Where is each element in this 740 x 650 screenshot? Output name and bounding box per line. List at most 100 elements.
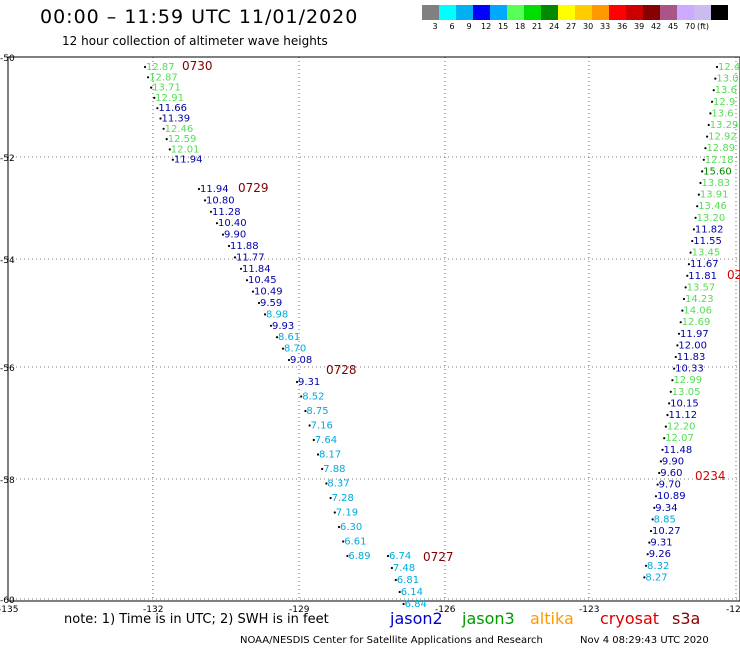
legend-label: 30 <box>583 22 594 31</box>
wave-height-value: 7.28 <box>332 493 354 504</box>
wave-height-value: 11.55 <box>693 236 722 247</box>
track-point <box>275 336 279 339</box>
track-point <box>245 279 249 282</box>
track-point <box>656 483 659 486</box>
track-point <box>269 324 273 327</box>
longitude-label: -135 <box>0 605 18 615</box>
wave-height-value: 13.91 <box>700 190 729 201</box>
track-point <box>676 344 679 347</box>
legend-swatch <box>711 5 728 20</box>
wave-height-value: 11.12 <box>669 410 698 421</box>
track-point <box>686 274 689 277</box>
footer-note: note: 1) Time is in UTC; 2) SWH is in fe… <box>64 612 329 627</box>
wave-height-value: 7.64 <box>315 435 337 446</box>
track-point <box>644 564 648 567</box>
wave-height-value: 11.28 <box>212 207 241 218</box>
track-point <box>709 112 712 115</box>
legend-swatch <box>541 5 558 20</box>
track-point <box>295 380 299 384</box>
wave-height-value: 13.57 <box>687 282 716 293</box>
track-point <box>251 290 255 293</box>
wave-height-value: 10.27 <box>652 526 681 537</box>
wave-height-value: 13.20 <box>697 213 726 224</box>
track-point <box>171 158 174 161</box>
longitude-label: -126 <box>435 605 456 615</box>
longitude-label: -12 <box>726 605 740 615</box>
wave-height-value: 12.69 <box>682 317 711 328</box>
wave-height-value: 13.29 <box>710 120 739 131</box>
wave-height-value: 13.6 <box>715 85 737 96</box>
legend-label: (ft) <box>697 22 710 31</box>
wave-height-value: 11.81 <box>688 271 717 282</box>
legend-swatch <box>677 5 694 20</box>
wave-height-value: 11.83 <box>677 352 706 363</box>
wave-height-value: 12.59 <box>168 134 197 145</box>
wave-height-value: 14.23 <box>685 294 714 305</box>
wave-height-value: 6.89 <box>348 551 370 562</box>
legend-swatch <box>439 5 456 20</box>
track-point <box>165 138 168 141</box>
wave-height-value: 10.40 <box>218 218 247 229</box>
legend-swatch <box>694 5 711 20</box>
wave-height-value: 12.87 <box>149 72 178 83</box>
track-point <box>308 424 311 427</box>
wave-height-value: 13.05 <box>672 387 701 398</box>
wave-height-value: 13.45 <box>692 248 721 259</box>
satellite-jason3: jason3 <box>462 609 515 628</box>
wave-height-value: 9.34 <box>655 503 677 514</box>
track-point <box>342 540 345 543</box>
legend-label: 45 <box>668 22 679 31</box>
track-point <box>304 409 307 413</box>
legend-label: 21 <box>532 22 543 31</box>
wave-height-value: 6.14 <box>401 587 423 598</box>
track-point <box>679 321 682 324</box>
wave-height-value: 12.9 <box>713 97 735 108</box>
track-point <box>696 205 699 208</box>
wave-height-value: 9.70 <box>659 480 681 491</box>
latitude-label: -60 <box>0 596 15 606</box>
longitude-labels: -135 -132 -129 -126 -123 -12 <box>0 605 740 615</box>
wave-height-value: 13.0 <box>716 74 738 85</box>
track-point <box>394 578 397 582</box>
satellite-s3a: s3a <box>672 609 701 628</box>
wave-height-value: 11.39 <box>162 114 191 125</box>
wave-height-value: 10.80 <box>206 195 235 206</box>
satellite-altika: altika <box>530 609 574 628</box>
wave-height-value: 11.66 <box>158 103 187 114</box>
track-point <box>689 251 692 254</box>
legend-label: 6 <box>449 22 455 31</box>
track-point <box>663 437 666 440</box>
track-point <box>300 395 303 398</box>
legend-label: 33 <box>600 22 611 31</box>
wave-height-value: 11.94 <box>174 155 203 166</box>
wave-height-value: 9.08 <box>290 355 312 366</box>
wave-height-value: 8.27 <box>645 572 667 583</box>
wave-height-value: 11.94 <box>200 184 229 195</box>
wave-height-value: 12.07 <box>665 433 694 444</box>
legend-label: 15 <box>498 22 509 31</box>
wave-height-value: 9.90 <box>662 456 684 467</box>
track-point <box>390 566 393 570</box>
legend-swatch <box>592 5 609 20</box>
wave-height-value: 10.89 <box>657 491 686 502</box>
track-point <box>687 263 691 266</box>
latitude-label: -56 <box>0 364 15 374</box>
wave-height-value: 9.90 <box>224 230 246 241</box>
wave-height-value: 7.16 <box>311 421 333 432</box>
track-point <box>329 496 332 500</box>
legend-swatch <box>609 5 626 20</box>
longitude-label: -129 <box>289 605 310 615</box>
color-scale-legend <box>422 5 728 20</box>
wave-height-value: 7.48 <box>393 563 415 574</box>
legend-label: 42 <box>651 22 662 31</box>
legend-swatch <box>643 5 660 20</box>
legend-swatch <box>524 5 541 20</box>
latitude-label: -50 <box>0 54 15 64</box>
map-frame <box>7 56 740 602</box>
wave-height-value: 11.82 <box>695 224 724 235</box>
track-point <box>156 107 159 110</box>
track-0234: 12.413.013.612.913.613.2912.9212.8912.18… <box>643 62 740 583</box>
track-point <box>704 147 707 150</box>
wave-height-value: 10.15 <box>670 398 699 409</box>
wave-height-value: 11.88 <box>230 241 259 252</box>
